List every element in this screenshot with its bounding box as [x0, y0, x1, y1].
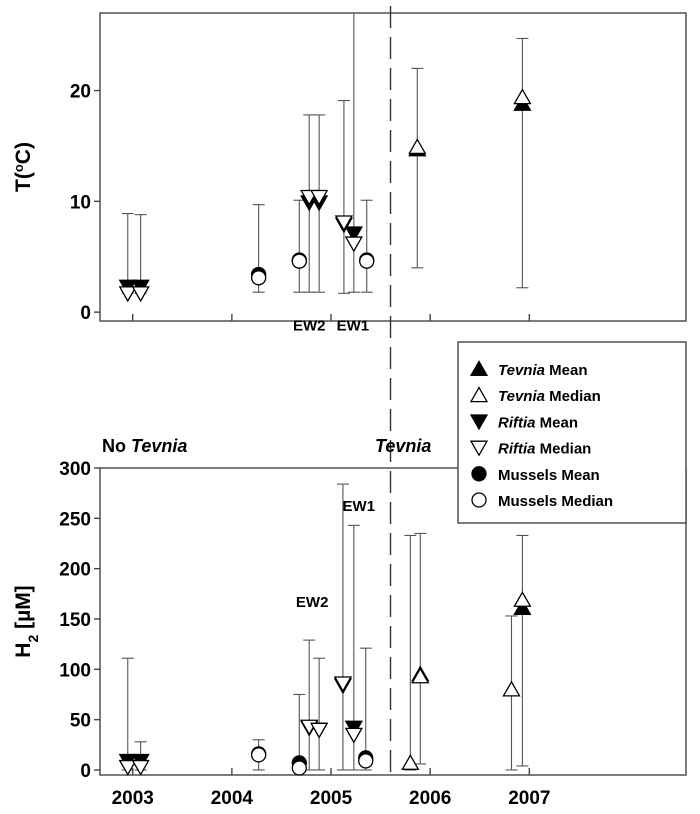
bottom-point-tevnia-median [401, 754, 420, 770]
bottom-point-riftia-median [310, 722, 329, 739]
legend-entry-label: Riftia Mean [498, 414, 578, 431]
legend-box [457, 341, 687, 524]
top-ytick-label: 0 [80, 303, 91, 324]
top-point-riftia-median [131, 286, 150, 303]
bottom-point-mussels-median [358, 753, 374, 769]
top-point-riftia-mean [344, 226, 363, 243]
temperature-panel: 0 10 20 T(oC) EW2 EW1 [11, 12, 687, 334]
bottom-point-riftia-median [118, 759, 137, 776]
bottom-annotation-ew1: EW1 [343, 498, 376, 515]
legend-entry-label: Mussels Median [498, 493, 613, 510]
bottom-ytick-label: 100 [59, 660, 91, 681]
bottom-ylabel: H2 [µM] [12, 585, 41, 657]
legend-marker-circle-open [471, 492, 487, 508]
legend-entry-label: Riftia Median [498, 441, 591, 458]
top-ytick-label: 20 [70, 82, 91, 103]
bottom-point-tevnia-median [502, 680, 521, 697]
bottom-ytick-label: 150 [59, 610, 91, 631]
top-annotation-ew2: EW2 [293, 317, 326, 334]
bottom-ytick-label: 50 [70, 711, 91, 732]
top-point-tevnia-median [513, 88, 532, 105]
bottom-ytick-label: 250 [59, 509, 91, 530]
legend-entry-label: Mussels Mean [498, 467, 600, 484]
bottom-ytick-label: 300 [59, 459, 91, 480]
bottom-plot-frame [99, 467, 687, 776]
bottom-annotation-ew2: EW2 [296, 594, 329, 611]
xtick-label: 2003 [112, 788, 154, 809]
legend-marker-triangle-up-open [469, 386, 489, 403]
bottom-ytick-label: 0 [80, 761, 91, 782]
top-point-mussels-median [359, 253, 375, 269]
xtick-label: 2007 [508, 788, 550, 809]
xtick-label: 2004 [211, 788, 254, 809]
bottom-ytick-label: 200 [59, 560, 91, 581]
top-point-riftia-median [334, 215, 354, 232]
top-annotation-ew1: EW1 [337, 317, 370, 334]
region-label-tevnia: Tevnia [375, 436, 431, 456]
legend-marker-triangle-down-filled [469, 414, 489, 431]
legend-entry-label: Tevnia Median [498, 388, 601, 405]
bottom-point-riftia-median [344, 727, 363, 744]
xtick-label: 2006 [409, 788, 451, 809]
figure-overlay: No Tevnia Tevnia [102, 6, 431, 780]
top-ylabel: T(oC) [11, 142, 36, 192]
bottom-point-riftia-median [131, 759, 150, 776]
bottom-point-mussels-median [250, 747, 267, 763]
top-point-tevnia-median [408, 138, 427, 155]
legend: Tevnia Mean Tevnia Median Riftia Mean Rifti… [457, 341, 687, 524]
top-point-riftia-median [310, 189, 329, 206]
legend-marker-circle-filled [471, 466, 487, 482]
h2s-panel: 0 50 100 150 200 250 300 2003 2004 2005 2006 2007 H2… [12, 459, 687, 809]
top-point-mussels-median [250, 270, 267, 286]
bottom-point-tevnia-median [411, 667, 430, 684]
legend-marker-triangle-down-open [469, 440, 489, 457]
bottom-point-tevnia-mean [513, 599, 532, 615]
top-plot-frame [99, 12, 687, 322]
bottom-point-mussels-median [291, 760, 307, 776]
region-label-no-tevnia: No Tevnia [102, 436, 187, 456]
xtick-label: 2005 [310, 788, 353, 809]
legend-entry-label: Tevnia Mean [498, 362, 587, 379]
top-point-riftia-median [118, 286, 137, 303]
bottom-point-riftia-median [333, 676, 353, 693]
top-point-riftia-median [344, 236, 363, 253]
bottom-point-tevnia-median [513, 590, 532, 607]
top-point-mussels-median [291, 253, 307, 269]
legend-marker-triangle-up-filled [469, 360, 489, 377]
top-ytick-label: 10 [70, 192, 91, 213]
